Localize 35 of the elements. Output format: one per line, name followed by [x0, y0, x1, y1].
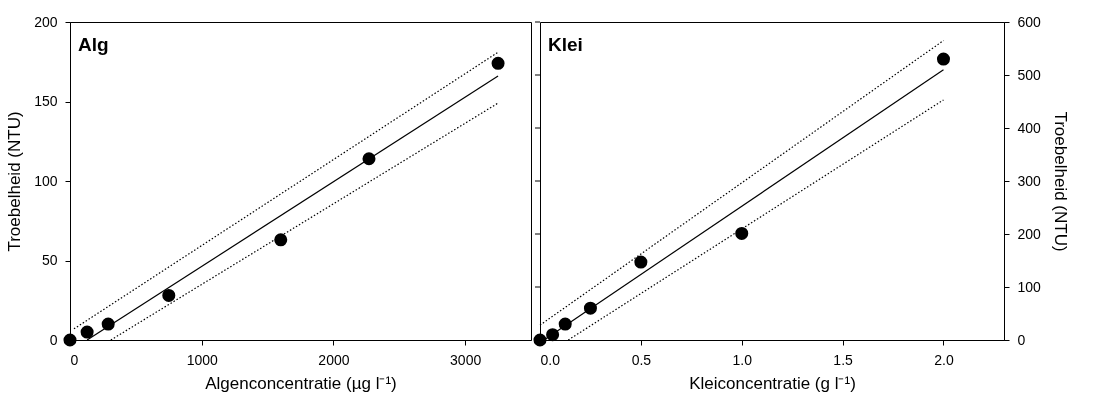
x-tick-label: 2000	[318, 351, 350, 368]
y2-tick-label: 0	[1017, 331, 1026, 348]
point	[63, 333, 77, 347]
x-tick-label: 3000	[450, 351, 482, 368]
x-tick-label: 2.0	[934, 351, 954, 368]
point	[491, 56, 505, 70]
point	[274, 233, 288, 247]
y-tick-label: 200	[34, 13, 58, 30]
point	[735, 226, 749, 240]
point	[634, 255, 648, 269]
y2-tick-label: 100	[1017, 278, 1042, 295]
y2-tick-label: 300	[1017, 172, 1042, 189]
x-tick-label: 1000	[186, 351, 218, 368]
y-tick-label: 100	[34, 172, 58, 189]
y-tick-label: 50	[41, 252, 58, 268]
point	[936, 52, 950, 66]
x-tick-label: 0.5	[631, 351, 652, 368]
x-axis-title: Algenconcentratie (µg l⁻¹)	[205, 373, 397, 393]
x-tick-label: 0.0	[540, 351, 561, 368]
y2-tick-label: 200	[1017, 225, 1042, 242]
point	[162, 288, 176, 302]
y2-tick-label: 600	[1017, 13, 1042, 30]
y-axis-title: Troebelheid (NTU)	[5, 111, 25, 252]
y2-tick-label: 500	[1017, 66, 1042, 83]
x-axis-title: Kleiconcentratie (g l⁻¹)	[689, 373, 856, 393]
y-tick-label: 150	[34, 93, 58, 109]
text: Alg	[78, 34, 109, 55]
point	[80, 325, 94, 339]
text: Klei	[548, 34, 583, 55]
x-tick-label: 1.5	[833, 351, 854, 368]
y2-axis-title: Troebelheid (NTU)	[1050, 111, 1070, 252]
x-tick-label: 0	[70, 351, 79, 368]
x-tick-label: 1.0	[732, 351, 753, 368]
y-tick-label: 0	[49, 331, 58, 348]
y2-tick-label: 400	[1017, 119, 1042, 136]
